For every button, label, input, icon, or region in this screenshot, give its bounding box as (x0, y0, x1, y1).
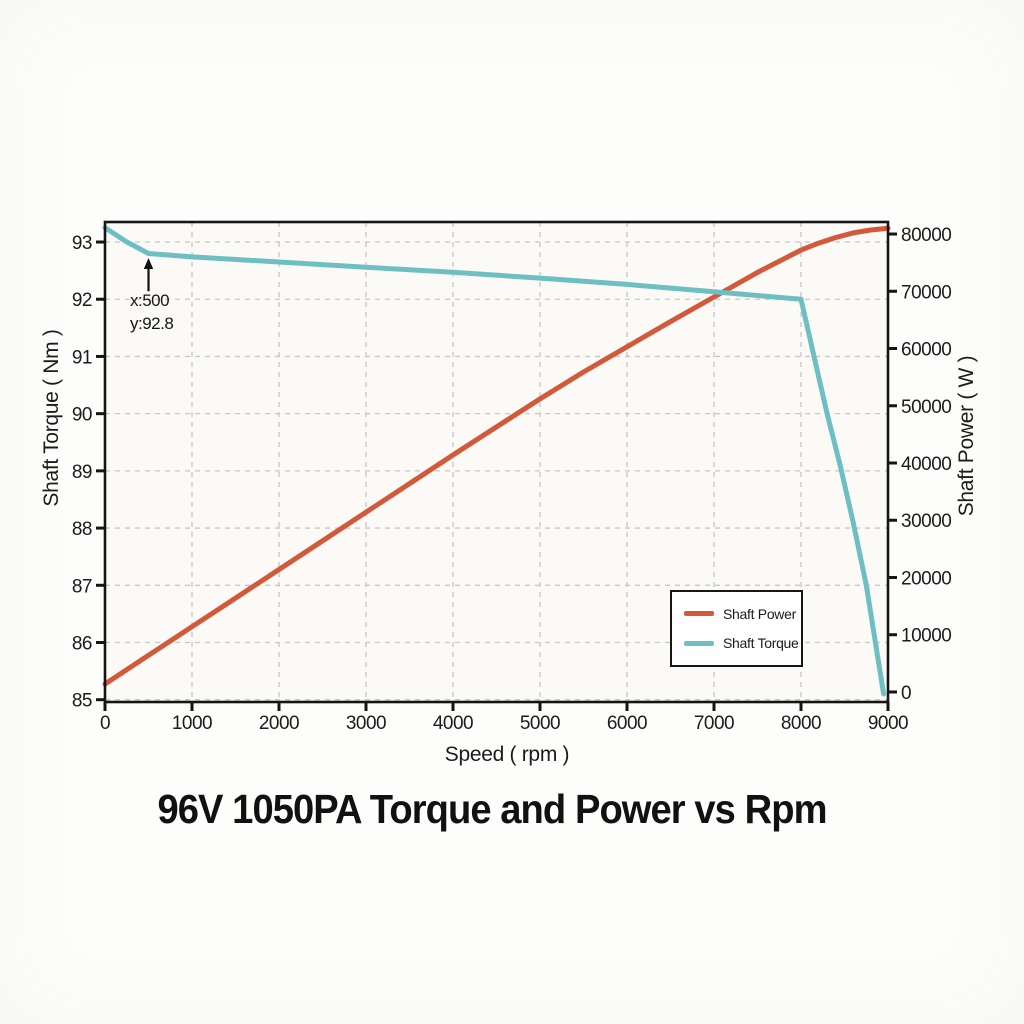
right-y-tick-label: 30000 (901, 511, 951, 532)
series-line-shaft-torque (102, 225, 887, 697)
annotation-arrowhead (143, 258, 154, 270)
right-y-tick-label: 70000 (901, 282, 951, 303)
left-y-tick-label: 90 (72, 405, 92, 426)
left-y-tick-label: 85 (72, 691, 92, 712)
x-tick-label: 4000 (433, 713, 473, 734)
gridline-layer (105, 222, 888, 702)
annotation-x-value: x:500 (130, 291, 170, 310)
right-y-tick-label: 20000 (901, 568, 951, 589)
left-y-tick-label: 93 (72, 233, 92, 254)
right-y-tick-label: 40000 (901, 454, 951, 475)
left-y-tick-label: 86 (72, 634, 92, 655)
x-tick-label: 5000 (520, 713, 560, 734)
series-layer (102, 225, 891, 697)
right-y-tick-label: 0 (901, 683, 911, 704)
annotation-arrow-layer (143, 258, 154, 292)
left-y-tick-label: 89 (72, 462, 92, 483)
right-y-tick-label: 50000 (901, 397, 951, 418)
chart-title: 96V 1050PA Torque and Power vs Rpm (157, 786, 827, 832)
x-tick-label: 8000 (781, 713, 821, 734)
x-axis-title: Speed ( rpm ) (444, 743, 570, 766)
x-tick-label: 7000 (694, 713, 734, 734)
tick-label-layer: 0 1000 2000 3000 4000 5000 6000 7000 8000 9000 85 8… (72, 225, 952, 734)
annotation-y-value: y:92.8 (130, 314, 174, 334)
point-annotation: x:500 y:92.8 (130, 289, 174, 336)
x-tick-label: 9000 (868, 713, 908, 734)
x-tick-label: 0 (100, 713, 110, 734)
left-y-tick-label: 91 (72, 347, 92, 368)
x-tick-label: 3000 (346, 713, 386, 734)
legend-item-shaft-power: Shaft Power (684, 606, 801, 622)
right-y-tick-label: 60000 (901, 340, 951, 361)
right-axis-title: Shaft Power ( W ) (955, 355, 978, 517)
x-tick-label: 1000 (172, 713, 212, 734)
legend-label-shaft-power: Shaft Power (723, 605, 796, 622)
legend-label-shaft-torque: Shaft Torque (723, 635, 799, 652)
left-y-tick-label: 87 (72, 576, 92, 597)
right-y-tick-label: 80000 (901, 225, 951, 246)
left-y-tick-label: 88 (72, 519, 92, 540)
left-axis-title: Shaft Torque ( Nm ) (40, 329, 63, 507)
tick-layer (96, 232, 897, 711)
legend-item-shaft-torque: Shaft Torque (684, 635, 801, 651)
x-tick-label: 2000 (259, 713, 299, 734)
shaft-torque-line-swatch (684, 641, 714, 646)
legend: Shaft Power Shaft Torque (670, 590, 803, 667)
shaft-power-line-swatch (684, 611, 714, 616)
series-line-shaft-power (102, 225, 891, 687)
x-tick-label: 6000 (607, 713, 647, 734)
left-y-tick-label: 92 (72, 290, 92, 311)
right-y-tick-label: 10000 (901, 626, 951, 647)
